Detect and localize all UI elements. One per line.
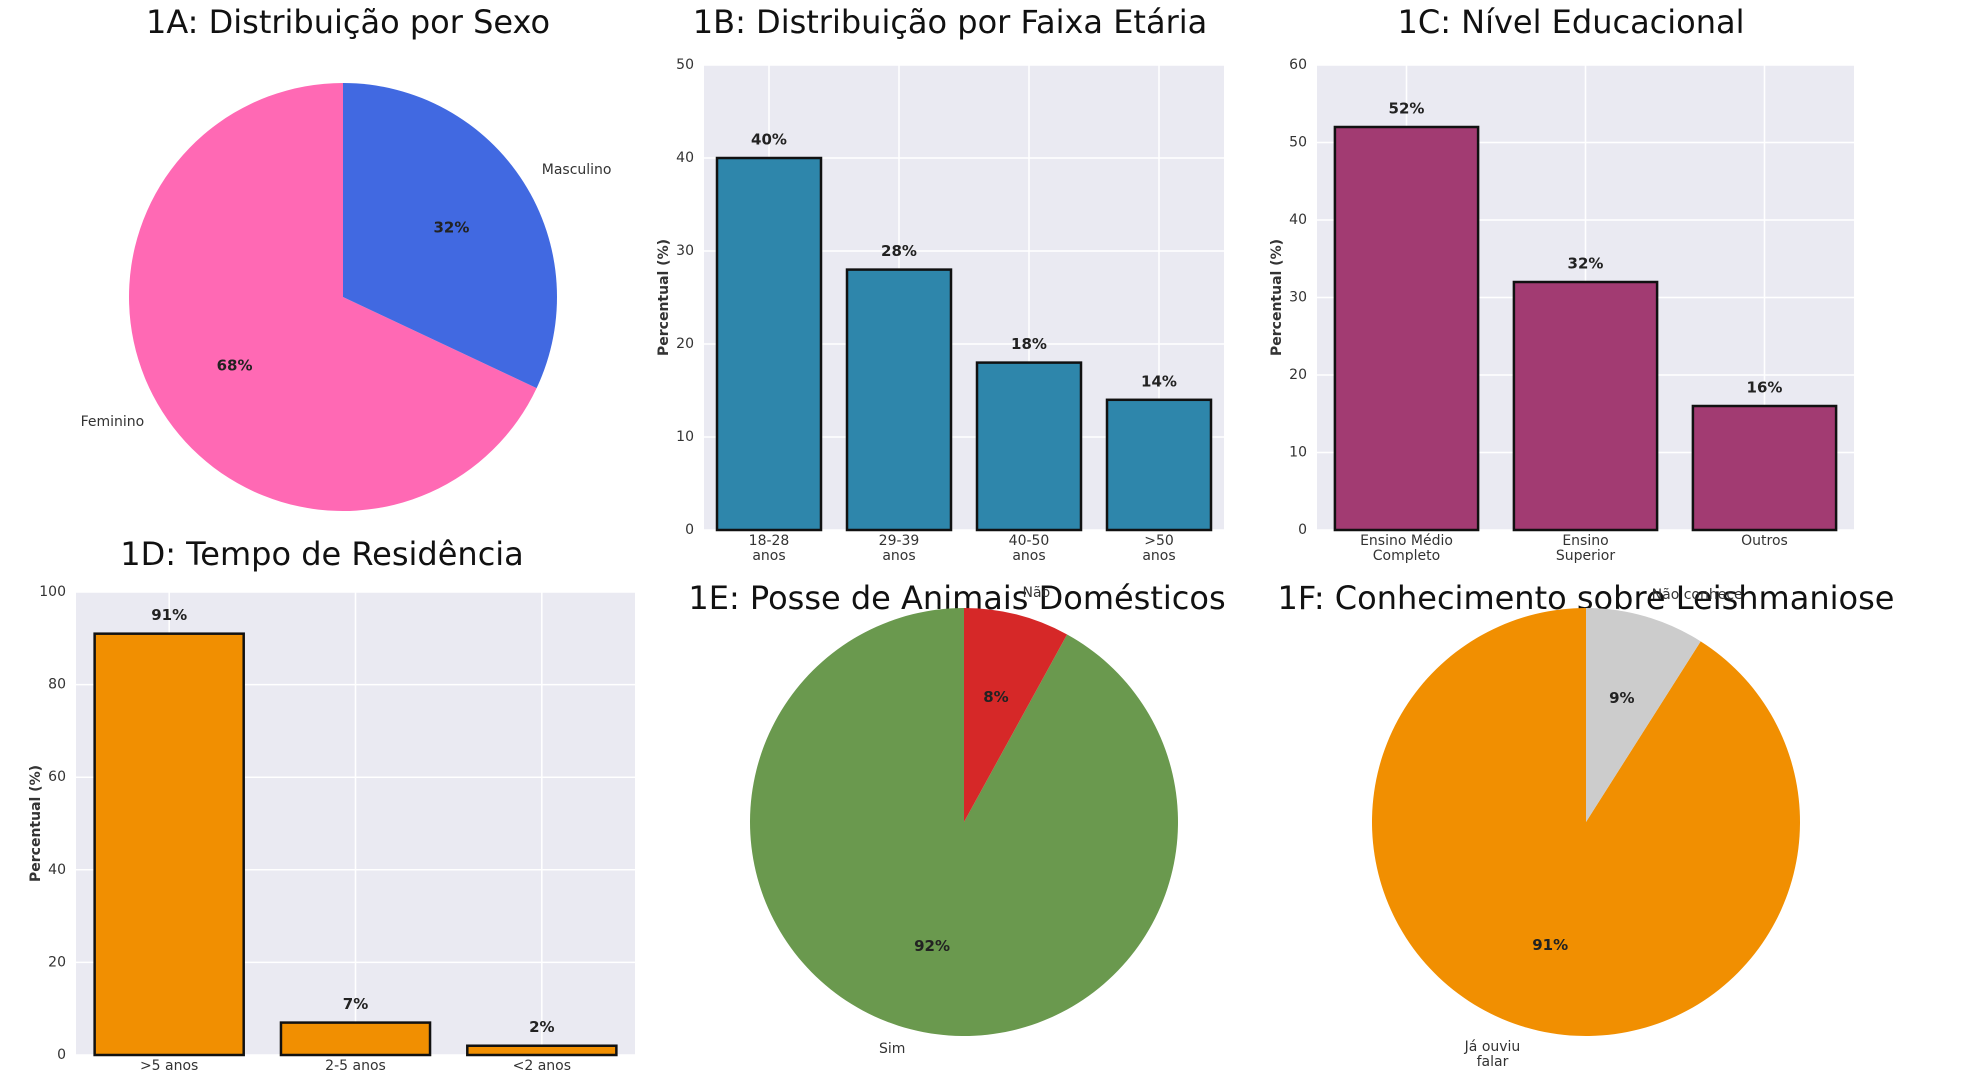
chart-title: 1D: Tempo de Residência <box>120 535 524 573</box>
y-tick-label: 50 <box>676 57 694 73</box>
slice-label: Sim <box>879 1041 906 1057</box>
pie-slice <box>964 608 1068 822</box>
bar <box>975 361 1083 532</box>
bar <box>1333 125 1480 532</box>
value-label: 32% <box>1568 255 1604 273</box>
x-tick-label: 40-50 anos <box>1008 533 1050 564</box>
bar <box>1105 398 1213 532</box>
value-label: 92% <box>914 937 950 955</box>
value-label: 91% <box>1532 936 1568 954</box>
x-tick-label: Ensino Superior <box>1555 533 1616 564</box>
value-label: 52% <box>1389 100 1425 118</box>
value-label: 9% <box>1609 689 1634 707</box>
value-label: 40% <box>751 131 787 149</box>
y-tick-label: 50 <box>1289 135 1307 151</box>
bar <box>1512 280 1659 532</box>
pie-slice <box>129 83 537 512</box>
y-tick-label: 100 <box>39 584 66 600</box>
slice-label: Não conhece <box>1651 586 1743 603</box>
y-axis-label: Percentual (%) <box>656 239 672 356</box>
chart-title: 1C: Nível Educacional <box>1397 3 1744 41</box>
y-tick-label: 60 <box>48 769 66 785</box>
slice-label: Feminino <box>80 414 145 431</box>
y-tick-label: 10 <box>1289 445 1307 461</box>
bar <box>845 268 953 532</box>
bar <box>715 156 823 532</box>
slice-label: Não <box>1022 584 1051 601</box>
bar <box>1691 404 1838 532</box>
x-tick-label: 29-39 anos <box>878 533 920 564</box>
value-label: 8% <box>983 688 1008 706</box>
slice-label: Masculino <box>541 161 612 178</box>
y-tick-label: 30 <box>1289 290 1307 306</box>
pie-slice <box>1372 608 1801 1036</box>
bar <box>279 1021 432 1057</box>
y-tick-label: 20 <box>676 336 694 352</box>
value-label: 28% <box>881 242 917 260</box>
value-label: 32% <box>433 219 469 237</box>
value-label: 7% <box>343 995 368 1013</box>
pie-slice <box>343 83 557 389</box>
y-tick-label: 20 <box>1289 367 1307 383</box>
y-axis-label: Percentual (%) <box>1269 239 1285 356</box>
bar <box>93 632 245 1057</box>
y-tick-label: 60 <box>1289 57 1307 73</box>
value-label: 91% <box>151 606 187 624</box>
y-axis-label: Percentual (%) <box>28 765 44 882</box>
x-tick-label: >50 anos <box>1142 533 1176 564</box>
chart-title: 1A: Distribuição por Sexo <box>146 3 550 41</box>
y-tick-label: 0 <box>57 1047 66 1063</box>
chart-title: 1B: Distribuição por Faixa Etária <box>693 3 1207 41</box>
y-tick-label: 0 <box>685 522 694 538</box>
x-tick-label: Ensino Médio Completo <box>1360 533 1453 564</box>
value-label: 14% <box>1141 372 1177 390</box>
y-tick-label: 30 <box>676 243 694 259</box>
x-tick-label: Outros <box>1741 533 1788 549</box>
y-tick-label: 40 <box>1289 212 1307 228</box>
value-label: 18% <box>1011 335 1047 353</box>
x-tick-label: >5 anos <box>139 1058 199 1074</box>
x-tick-label: <2 anos <box>512 1058 572 1074</box>
x-tick-label: 2-5 anos <box>325 1058 386 1074</box>
y-tick-label: 40 <box>48 862 66 878</box>
y-tick-label: 0 <box>1298 522 1307 538</box>
x-tick-label: 18-28 anos <box>748 533 790 564</box>
y-tick-label: 40 <box>676 150 694 166</box>
bar <box>466 1044 618 1057</box>
value-label: 2% <box>529 1018 554 1036</box>
pie-slice <box>1586 608 1701 822</box>
y-tick-label: 80 <box>48 677 66 693</box>
slice-label: Já ouviu falar <box>1464 1039 1521 1071</box>
y-tick-label: 20 <box>48 954 66 970</box>
value-label: 16% <box>1747 379 1783 397</box>
value-label: 68% <box>217 356 253 374</box>
y-tick-label: 10 <box>676 429 694 445</box>
